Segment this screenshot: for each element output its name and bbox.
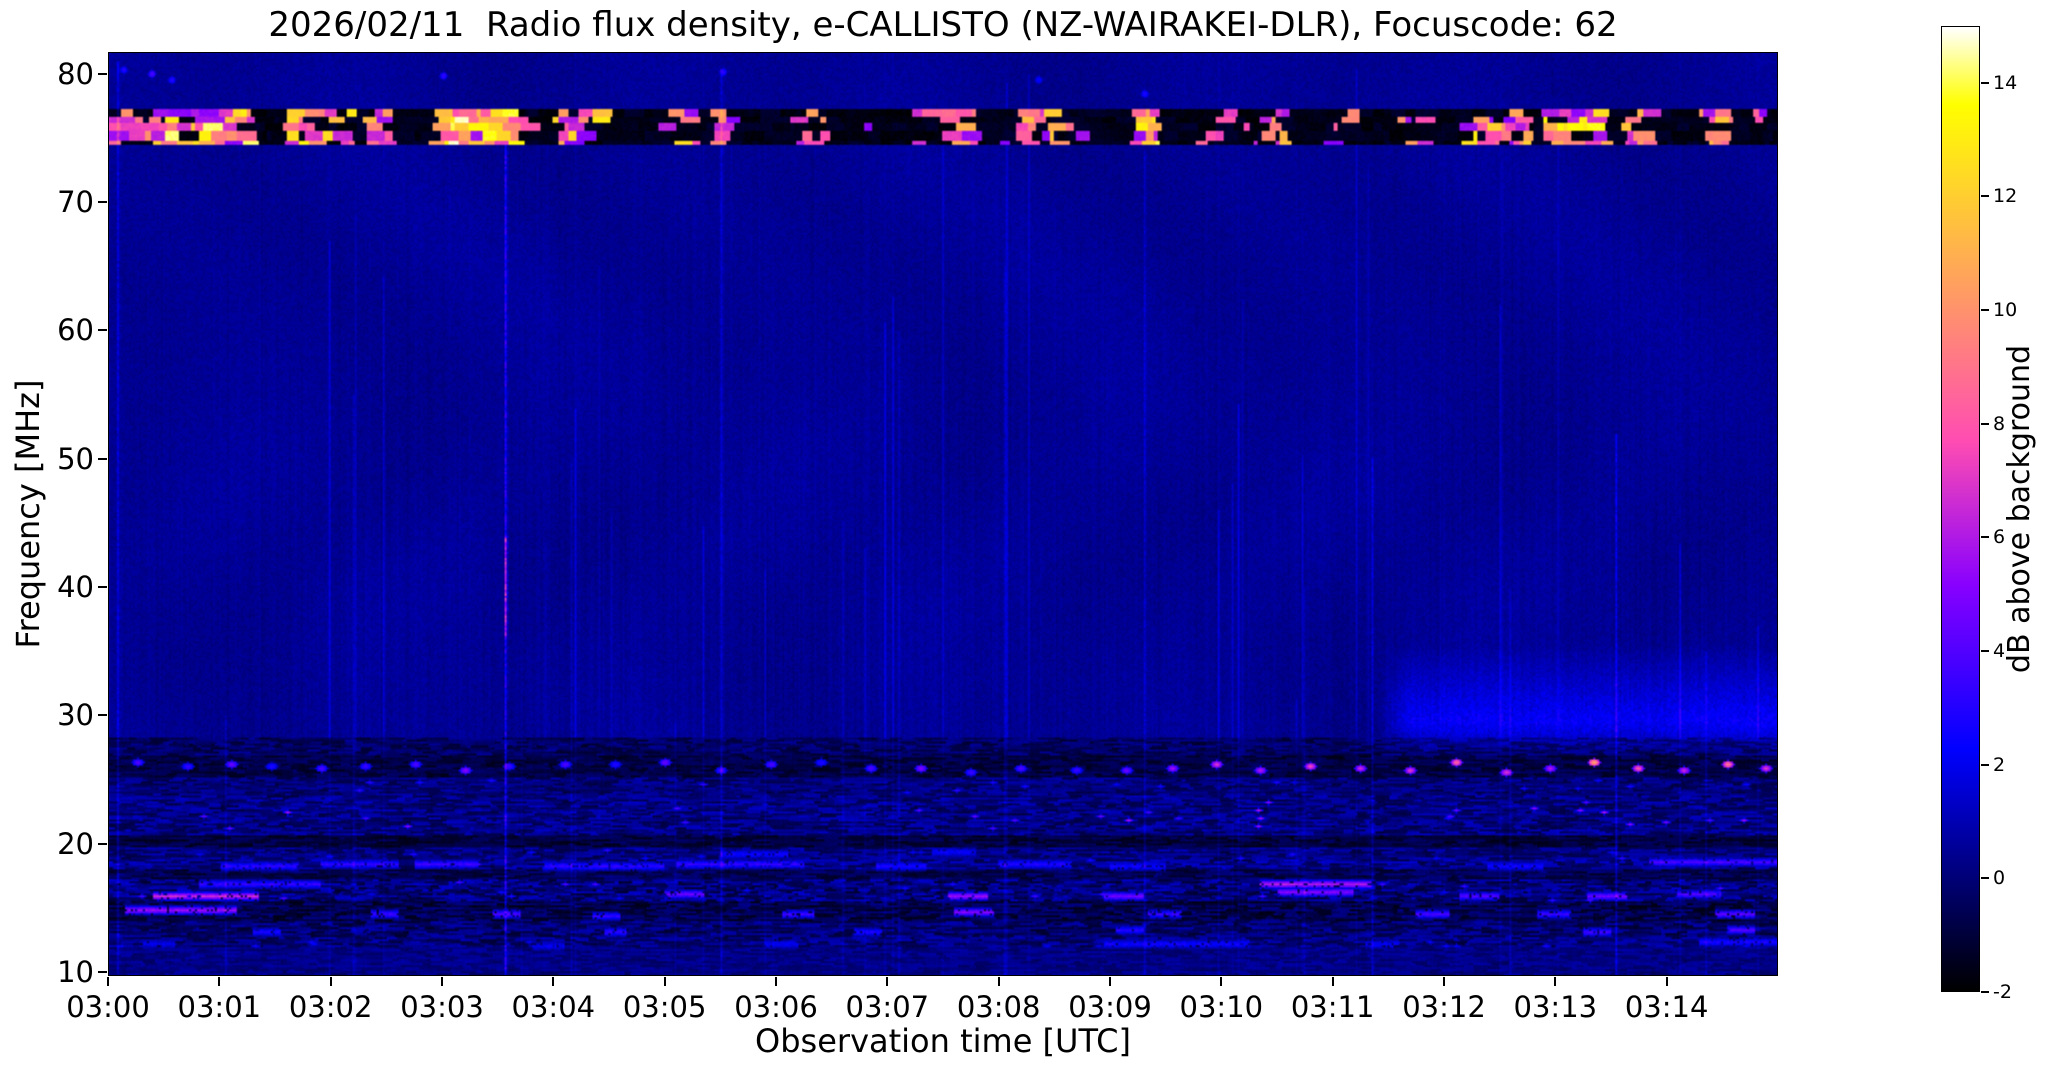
y-tick-mark (98, 201, 107, 204)
x-tick-label: 03:06 (734, 990, 818, 1024)
colorbar-tick-mark (1981, 991, 1989, 993)
x-tick-label: 03:02 (288, 990, 373, 1024)
x-tick-label: 03:09 (1068, 990, 1152, 1024)
y-tick-label: 80 (57, 56, 94, 91)
colorbar-tick-label: 2 (1993, 753, 2006, 776)
x-tick-label: 03:11 (1290, 990, 1375, 1024)
chart-title: 2026/02/11 Radio flux density, e-CALLIST… (268, 5, 1618, 45)
x-axis-label: Observation time [UTC] (755, 1022, 1131, 1060)
colorbar-tick-mark (1981, 877, 1989, 880)
x-tick-label: 03:14 (1624, 990, 1709, 1024)
x-tick-label: 03:01 (177, 990, 262, 1024)
colorbar-tick-mark (1981, 309, 1989, 312)
x-tick-label: 03:04 (511, 990, 596, 1024)
colorbar-tick-mark (1981, 422, 1989, 425)
y-tick-label: 10 (57, 955, 94, 990)
colorbar-label: dB above background (2002, 344, 2037, 674)
y-tick-label: 70 (57, 185, 94, 220)
x-tick-mark (663, 977, 666, 986)
y-tick-mark (98, 72, 107, 75)
x-tick-mark (1443, 977, 1445, 986)
x-tick-label: 03:08 (956, 990, 1041, 1024)
colorbar-tick-label: -2 (1993, 981, 2012, 1003)
x-tick-label: 03:10 (1179, 990, 1264, 1024)
x-tick-mark (441, 977, 443, 986)
colorbar-tick-mark (1981, 536, 1989, 539)
x-tick-mark (218, 977, 221, 986)
y-tick-mark (98, 842, 107, 845)
x-tick-label: 03:07 (845, 990, 930, 1024)
y-tick-mark (98, 329, 107, 332)
x-tick-mark (1554, 977, 1557, 986)
y-tick-mark (98, 586, 107, 589)
colorbar-tick-mark (1981, 81, 1989, 84)
x-tick-label: 03:00 (66, 990, 150, 1024)
colorbar-tick-label: 12 (1993, 185, 2018, 208)
spectrogram-canvas (109, 53, 1777, 975)
x-tick-mark (997, 977, 1000, 986)
x-tick-label: 03:03 (400, 990, 484, 1024)
colorbar-tick-mark (1981, 763, 1989, 766)
colorbar-canvas (1942, 27, 1979, 991)
colorbar-tick-label: 14 (1993, 71, 2018, 94)
x-tick-label: 03:13 (1513, 990, 1598, 1024)
y-tick-label: 20 (57, 826, 94, 861)
x-tick-mark (1109, 977, 1111, 986)
y-tick-mark (98, 457, 107, 460)
y-tick-mark (98, 971, 107, 974)
x-tick-mark (329, 977, 332, 986)
x-tick-label: 03:12 (1402, 990, 1486, 1024)
x-tick-mark (1665, 977, 1668, 986)
x-tick-mark (552, 977, 555, 986)
colorbar-tick-label: 0 (1993, 867, 2006, 890)
x-tick-label: 03:05 (622, 990, 707, 1024)
x-tick-mark (1331, 977, 1334, 986)
x-tick-mark (1220, 977, 1223, 986)
colorbar-tick-mark (1981, 195, 1989, 198)
y-axis-label: Frequency [MHz] (9, 379, 47, 649)
x-tick-mark (775, 977, 777, 986)
x-tick-mark (107, 977, 109, 986)
x-tick-mark (886, 977, 889, 986)
colorbar (1941, 26, 1980, 992)
colorbar-tick-mark (1981, 650, 1989, 653)
spectrogram-plot (108, 52, 1778, 976)
y-tick-mark (98, 714, 107, 717)
